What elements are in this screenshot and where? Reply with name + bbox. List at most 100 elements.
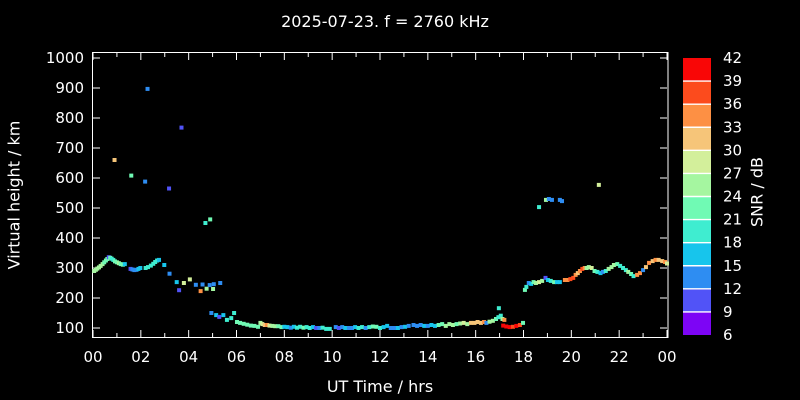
data-point [311, 325, 316, 330]
data-point [465, 322, 470, 327]
data-point [425, 323, 430, 328]
data-point [573, 272, 578, 277]
data-point [224, 317, 229, 322]
data-point [595, 269, 600, 274]
data-point [496, 315, 501, 320]
data-point [381, 325, 386, 330]
chart-title: 2025-07-23. f = 2760 kHz [281, 12, 489, 31]
data-point [138, 266, 143, 270]
data-point [129, 173, 134, 178]
colorbar-segment [683, 265, 711, 289]
data-point [333, 325, 338, 330]
data-point [320, 325, 325, 330]
data-point [620, 266, 625, 270]
data-point [207, 283, 212, 288]
data-point [482, 320, 487, 324]
data-point [370, 324, 375, 329]
data-point [637, 271, 642, 276]
data-point [218, 281, 223, 285]
data-point [298, 324, 303, 329]
data-point [433, 323, 438, 328]
data-point [304, 325, 309, 330]
data-point [148, 263, 153, 268]
data-point [204, 286, 209, 291]
data-point [285, 325, 290, 330]
data-point [606, 266, 611, 271]
colorbar-tick-label: 9 [723, 303, 733, 321]
data-point [221, 313, 226, 318]
data-point [568, 277, 573, 282]
y-axis-label: Virtual height / km [4, 120, 24, 270]
y-tick-label: 900 [55, 79, 84, 97]
data-point [549, 197, 554, 202]
colorbar-segment [683, 242, 711, 266]
data-point [611, 263, 616, 267]
data-point [584, 266, 589, 270]
data-point [363, 326, 368, 330]
data-point [181, 281, 186, 285]
data-point [143, 266, 148, 270]
data-point [211, 287, 216, 291]
data-point [314, 326, 319, 330]
colorbar-tick-label: 36 [723, 95, 742, 113]
data-point [200, 282, 205, 287]
data-point [245, 322, 250, 327]
x-tick-label: 00 [83, 348, 102, 366]
data-point [324, 326, 329, 331]
data-point [586, 265, 591, 270]
data-point [557, 280, 562, 285]
x-tick-label: 12 [370, 348, 389, 366]
data-point [526, 281, 531, 285]
data-point [643, 265, 648, 270]
data-point [406, 323, 411, 328]
data-point [635, 272, 640, 277]
data-point [374, 324, 379, 329]
x-tick-label: 04 [179, 348, 198, 366]
data-point [174, 280, 179, 285]
data-point [157, 257, 162, 262]
data-point [598, 271, 603, 276]
data-point [415, 323, 420, 328]
data-point [540, 278, 545, 283]
data-point [356, 326, 361, 330]
data-point [552, 280, 557, 285]
data-point [378, 326, 382, 330]
colorbar-tick-label: 33 [723, 118, 742, 136]
data-point [317, 326, 322, 330]
data-point [260, 322, 265, 327]
colorbar-segment [683, 311, 711, 335]
data-point [580, 266, 585, 271]
colorbar-tick-label: 30 [723, 141, 742, 159]
data-point [629, 272, 634, 276]
data-point [336, 326, 341, 330]
data-point [252, 323, 257, 328]
data-point [273, 324, 278, 329]
data-point [461, 320, 466, 325]
data-point [615, 262, 620, 267]
data-point [443, 323, 448, 328]
x-tick-label: 20 [562, 348, 581, 366]
data-point [490, 318, 495, 323]
data-point [214, 313, 219, 318]
colorbar-tick-label: 12 [723, 280, 742, 298]
data-point [301, 325, 306, 330]
data-point [270, 323, 275, 328]
data-point [458, 321, 463, 326]
colorbar-segment [683, 58, 711, 82]
data-point [217, 314, 222, 319]
data-point [429, 323, 434, 327]
y-tick-label: 1000 [46, 49, 84, 67]
data-point [562, 278, 567, 282]
data-point [179, 125, 184, 130]
data-point [403, 324, 408, 329]
data-point [554, 280, 559, 285]
data-point [493, 317, 498, 321]
data-point [177, 288, 182, 293]
data-point [411, 323, 416, 327]
data-point [487, 319, 492, 324]
data-point [537, 205, 542, 210]
data-point [543, 197, 548, 202]
y-tick-label: 100 [55, 319, 84, 337]
data-point [143, 179, 148, 184]
data-point [522, 287, 527, 292]
